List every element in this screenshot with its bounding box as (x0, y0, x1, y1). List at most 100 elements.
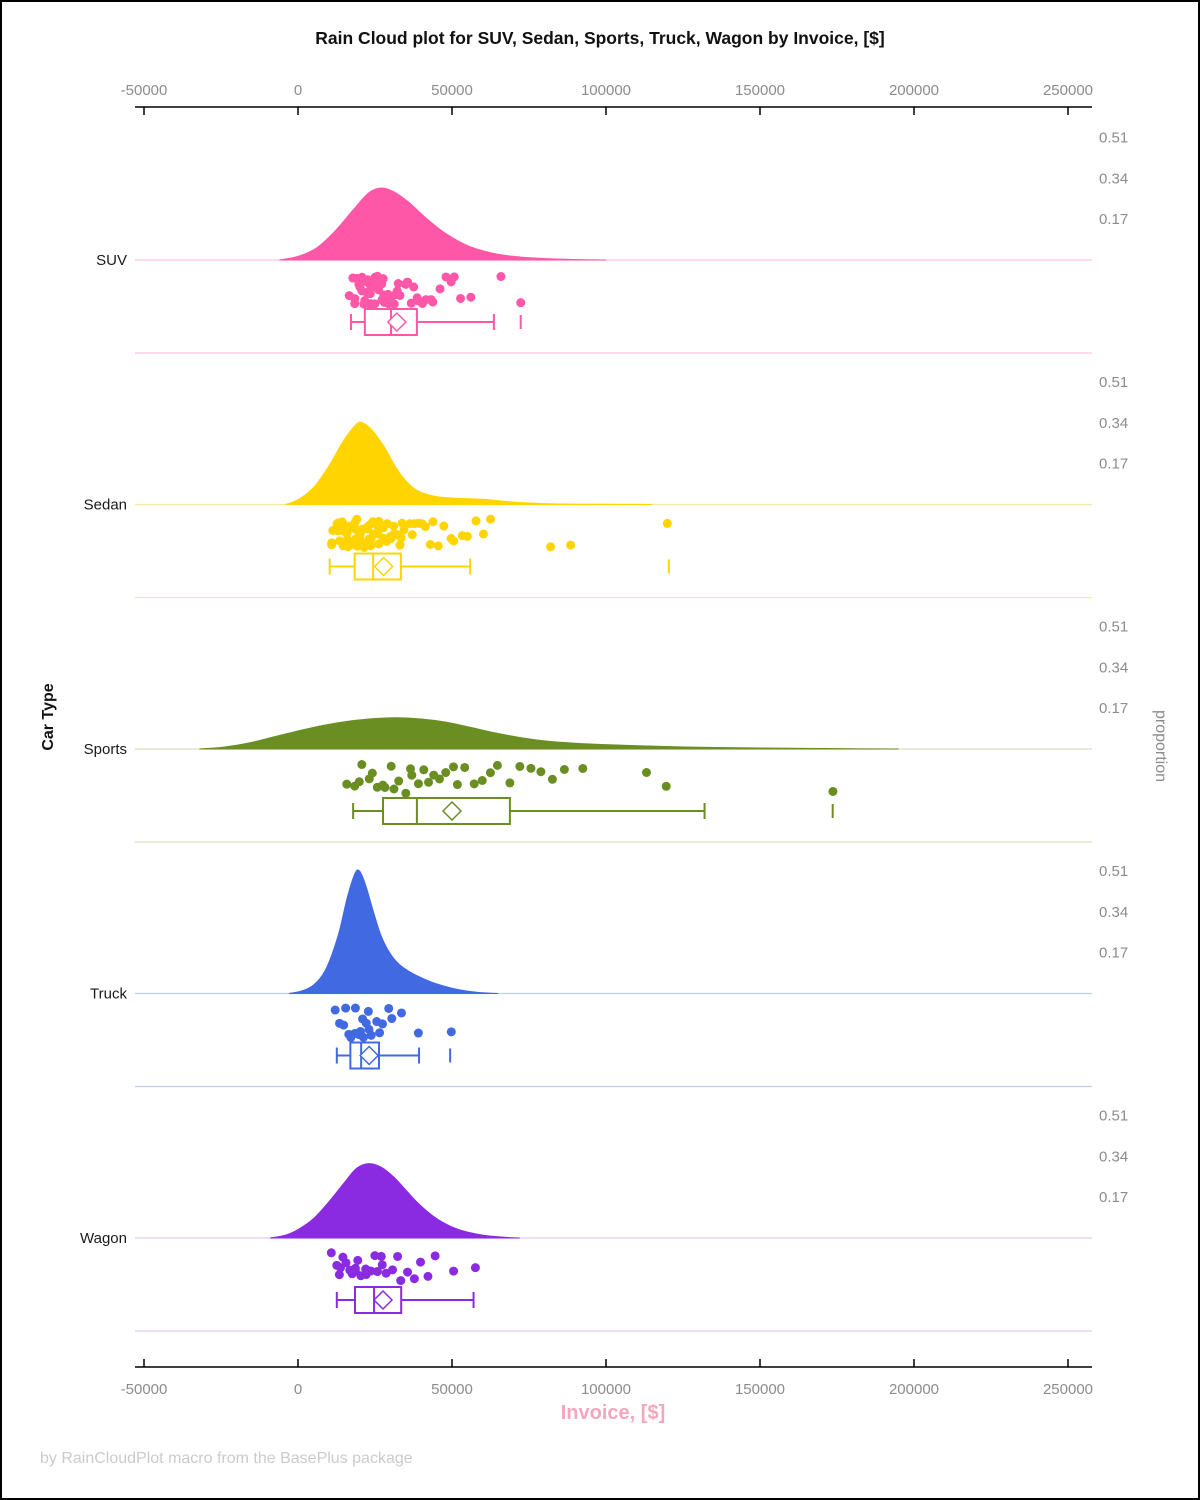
rain-point (389, 299, 399, 309)
rain-point (396, 1008, 406, 1018)
rain-point (341, 1003, 351, 1013)
rain-point (386, 761, 396, 771)
rain-point (505, 778, 515, 788)
x-tick-label: 50000 (431, 82, 473, 99)
car-type-label: Truck (90, 986, 127, 1003)
right-axis-title: proportion (1152, 709, 1169, 783)
rain-point (434, 774, 444, 784)
rain-point (546, 542, 556, 552)
rain-point (416, 1257, 426, 1267)
box (382, 797, 511, 825)
footer-note: by RainCloudPlot macro from the BasePlus… (40, 1450, 413, 1467)
rain-point (428, 517, 438, 527)
rain-point (327, 538, 337, 548)
x-tick-label: 250000 (1043, 82, 1093, 99)
rain-point (380, 782, 390, 792)
x-tick-label: 0 (294, 1381, 302, 1398)
proportion-tick-label: 0.34 (1099, 659, 1128, 676)
rain-point (402, 277, 412, 287)
proportion-tick-label: 0.51 (1099, 619, 1128, 636)
rain-point (425, 539, 435, 549)
rain-point (536, 767, 546, 777)
rain-point (393, 1251, 403, 1261)
rain-point (350, 1263, 360, 1273)
rain-point (377, 1260, 387, 1270)
car-type-label: Sports (84, 741, 127, 758)
rain-point (375, 1028, 385, 1038)
rain-point (366, 1266, 376, 1276)
x-tick-label: -50000 (121, 1381, 168, 1398)
rain-point (452, 780, 462, 790)
rain-point (342, 779, 352, 789)
rain-point (407, 530, 417, 540)
rain-point (448, 762, 458, 772)
rain-point (485, 768, 495, 778)
x-tick-label: 100000 (581, 1381, 631, 1398)
rain-point (662, 518, 672, 528)
x-tick-label: 200000 (889, 82, 939, 99)
proportion-tick-label: 0.51 (1099, 130, 1128, 147)
rain-point (559, 764, 569, 774)
rain-point (428, 297, 438, 307)
car-type-label: Sedan (84, 497, 127, 514)
proportion-tick-label: 0.34 (1099, 1148, 1128, 1165)
car-type-label: Wagon (80, 1230, 127, 1247)
rain-point (378, 1019, 388, 1029)
proportion-tick-label: 0.17 (1099, 700, 1128, 717)
proportion-tick-label: 0.17 (1099, 211, 1128, 228)
car-type-label: SUV (96, 252, 127, 269)
rain-point (354, 777, 364, 787)
rain-point (326, 1248, 336, 1258)
density-cloud (279, 187, 607, 261)
rain-point (388, 1265, 398, 1275)
rain-point (661, 781, 671, 791)
rain-point (441, 768, 451, 778)
rain-point (339, 1020, 349, 1030)
mean-diamond (386, 311, 407, 333)
x-axis-title: Invoice, [$] (560, 1402, 666, 1424)
rain-point (376, 1251, 386, 1261)
rain-point (439, 521, 449, 531)
x-tick-label: 50000 (431, 1381, 473, 1398)
proportion-tick-label: 0.51 (1099, 1108, 1128, 1125)
rain-point (430, 1251, 440, 1261)
mean-diamond (359, 1045, 380, 1066)
rain-point (378, 274, 388, 284)
proportion-tick-label: 0.34 (1099, 904, 1128, 921)
rain-point (486, 514, 496, 524)
proportion-tick-label: 0.17 (1099, 945, 1128, 962)
rain-point (394, 776, 404, 786)
rain-point (355, 282, 365, 292)
rain-point (413, 779, 423, 789)
mean-diamond (372, 1289, 394, 1311)
rain-point (409, 1274, 419, 1284)
rain-point (396, 1276, 406, 1286)
proportion-tick-label: 0.34 (1099, 415, 1128, 432)
section-sedan (135, 421, 1092, 599)
rain-point (366, 541, 376, 551)
section-truck (135, 869, 1092, 1088)
rain-point (389, 784, 399, 794)
x-tick-label: -50000 (121, 82, 168, 99)
x-tick-label: 0 (294, 82, 302, 99)
rain-point (395, 540, 405, 550)
x-tick-label: 150000 (735, 82, 785, 99)
rain-point (424, 777, 434, 787)
rain-point (469, 779, 479, 789)
rain-point (478, 529, 488, 539)
rain-point (330, 1005, 340, 1015)
section-suv (135, 187, 1092, 354)
rain-point (389, 521, 399, 531)
rain-point (456, 293, 466, 303)
y-axis-title: Car Type (40, 683, 57, 751)
rain-point (334, 1270, 344, 1280)
proportion-tick-label: 0.17 (1099, 1189, 1128, 1206)
x-tick-label: 150000 (735, 1381, 785, 1398)
density-cloud (199, 717, 899, 750)
rain-point (420, 522, 430, 532)
rain-point (395, 290, 405, 300)
rain-point (492, 760, 502, 770)
rain-point (446, 1027, 456, 1037)
rain-point (370, 299, 380, 309)
rain-point (449, 272, 459, 282)
